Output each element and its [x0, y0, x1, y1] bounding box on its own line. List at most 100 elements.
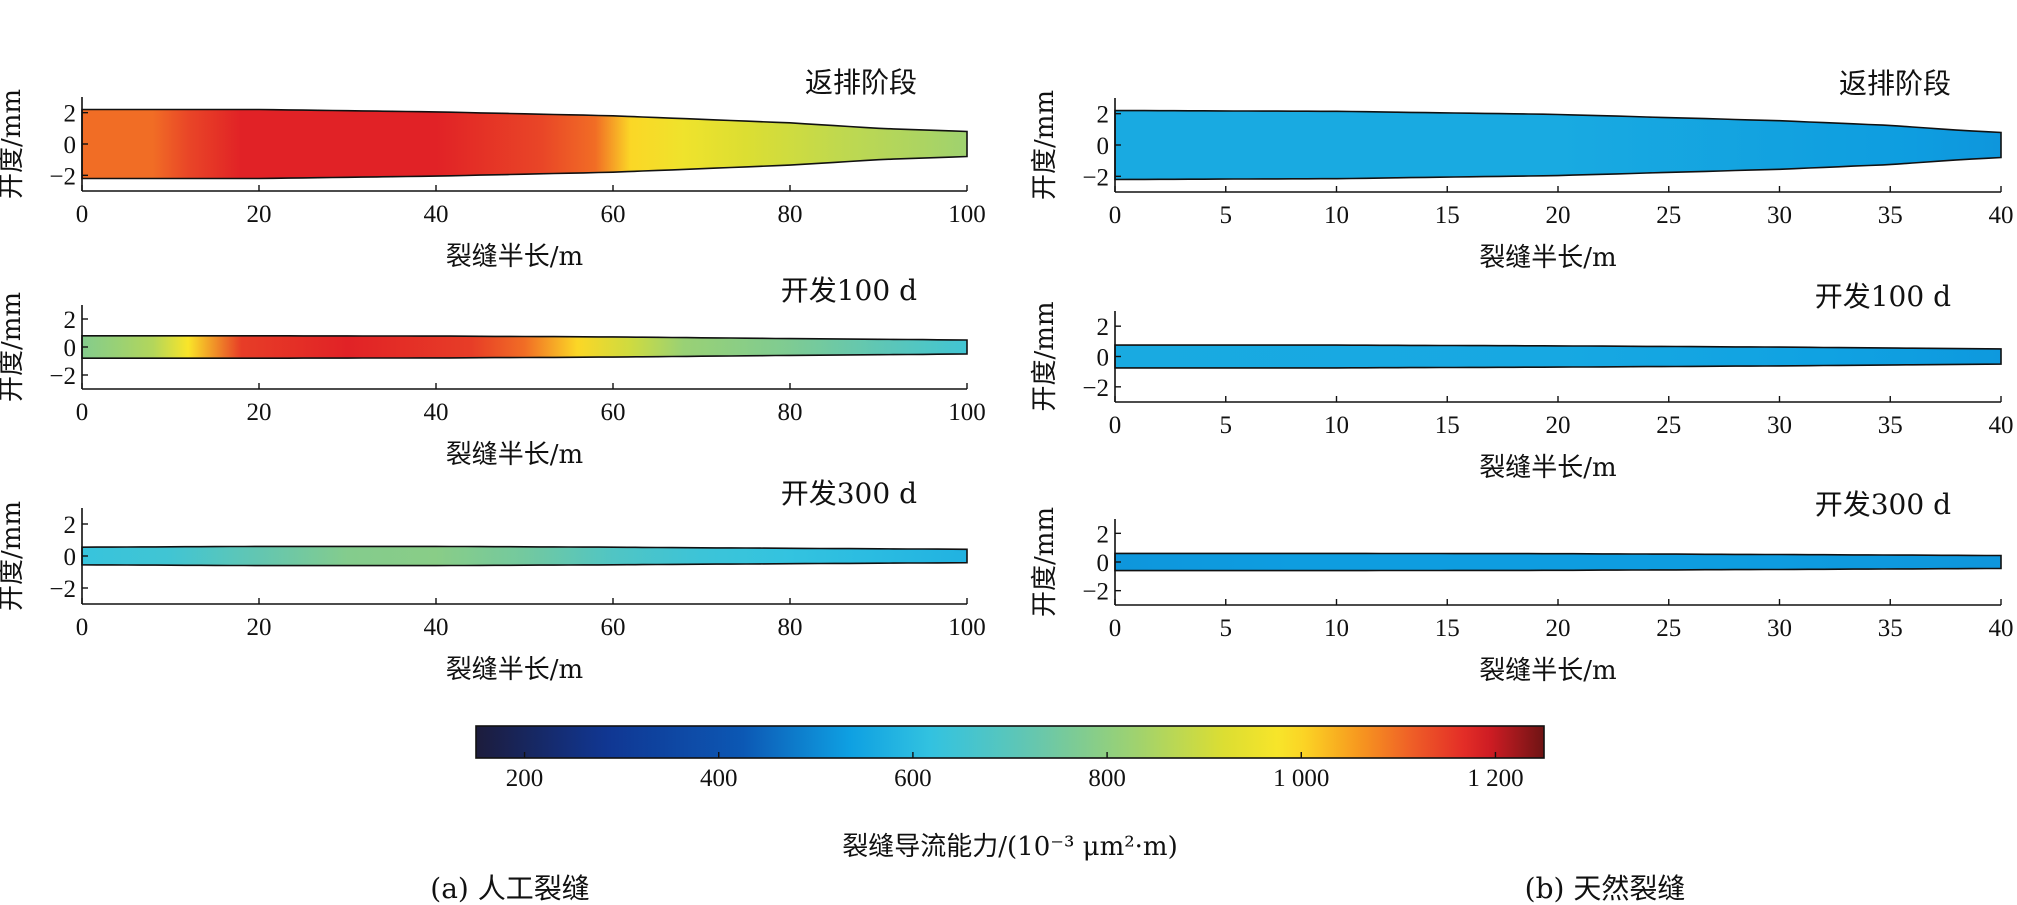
fracture-shape	[81, 108, 968, 180]
colorbar-tick-label: 400	[700, 765, 738, 792]
y-axis-label: 开度/mm	[1030, 301, 1060, 411]
x-tick-label: 0	[1109, 615, 1122, 642]
x-tick-label: 35	[1878, 202, 1903, 229]
colorbar-gradient	[475, 725, 1545, 759]
y-tick-label: 2	[1097, 521, 1110, 548]
x-tick-label: 100	[948, 614, 986, 641]
x-tick-label: 60	[601, 201, 626, 228]
y-tick-label: 2	[64, 512, 77, 539]
x-axis-label: 裂缝半长/m	[1479, 243, 1616, 273]
x-tick-label: 25	[1656, 615, 1681, 642]
x-tick-label: 40	[1989, 615, 2014, 642]
x-tick-label: 30	[1767, 412, 1792, 439]
x-tick-label: 10	[1324, 412, 1349, 439]
subplot-title: 返排阶段	[805, 66, 917, 99]
x-tick-label: 60	[601, 399, 626, 426]
x-tick-label: 5	[1220, 615, 1233, 642]
x-tick-label: 25	[1656, 202, 1681, 229]
x-tick-label: 40	[424, 399, 449, 426]
y-axis-label: 开度/mm	[1030, 90, 1060, 200]
colorbar-label: 裂缝导流能力/(10⁻³ μm²·m)	[842, 832, 1177, 862]
x-tick-label: 10	[1324, 615, 1349, 642]
x-tick-label: 100	[948, 399, 986, 426]
x-axis-label: 裂缝半长/m	[446, 242, 583, 272]
caption-a: (a) 人工裂缝	[430, 872, 589, 905]
y-tick-label: −2	[49, 363, 76, 390]
x-tick-label: 15	[1435, 412, 1460, 439]
x-tick-label: 60	[601, 614, 626, 641]
x-tick-label: 10	[1324, 202, 1349, 229]
y-tick-label: 0	[64, 132, 77, 159]
x-axis-label: 裂缝半长/m	[446, 655, 583, 685]
y-tick-label: 0	[1097, 345, 1110, 372]
colorbar-tick-label: 800	[1088, 765, 1126, 792]
x-tick-label: 35	[1878, 615, 1903, 642]
x-tick-label: 25	[1656, 412, 1681, 439]
fracture-shape	[1114, 344, 2002, 369]
y-tick-label: 2	[64, 101, 77, 128]
y-axis-label: 开度/mm	[1030, 507, 1060, 617]
x-tick-label: 20	[1546, 615, 1571, 642]
x-tick-label: 40	[1989, 202, 2014, 229]
x-tick-label: 80	[778, 614, 803, 641]
y-axis-label: 开度/mm	[0, 292, 27, 402]
x-tick-label: 80	[778, 399, 803, 426]
x-tick-label: 20	[1546, 412, 1571, 439]
x-tick-label: 35	[1878, 412, 1903, 439]
x-tick-label: 5	[1220, 202, 1233, 229]
x-tick-label: 30	[1767, 615, 1792, 642]
y-tick-label: 0	[64, 335, 77, 362]
x-tick-label: 0	[76, 399, 89, 426]
x-tick-label: 40	[424, 614, 449, 641]
y-tick-label: −2	[1082, 375, 1109, 402]
x-tick-label: 15	[1435, 202, 1460, 229]
subplot-title: 开发100 d	[781, 274, 917, 307]
y-tick-label: −2	[1082, 579, 1109, 606]
subplot-title: 返排阶段	[1839, 67, 1951, 100]
subplot-title: 开发300 d	[781, 477, 917, 510]
y-tick-label: 0	[1097, 550, 1110, 577]
x-tick-label: 20	[1546, 202, 1571, 229]
fracture-shape	[81, 334, 968, 360]
colorbar-tick-label: 1 000	[1273, 765, 1329, 792]
x-tick-label: 100	[948, 201, 986, 228]
x-tick-label: 30	[1767, 202, 1792, 229]
y-tick-label: 2	[64, 307, 77, 334]
colorbar-tick-label: 1 200	[1467, 765, 1523, 792]
x-tick-label: 0	[1109, 202, 1122, 229]
x-tick-label: 0	[76, 201, 89, 228]
y-tick-label: 2	[1097, 314, 1110, 341]
colorbar-tick-label: 600	[894, 765, 932, 792]
colorbar-tick-label: 200	[506, 765, 544, 792]
y-axis-label: 开度/mm	[0, 89, 27, 199]
x-axis-label: 裂缝半长/m	[446, 440, 583, 470]
x-tick-label: 15	[1435, 615, 1460, 642]
y-tick-label: 0	[1097, 133, 1110, 160]
x-tick-label: 80	[778, 201, 803, 228]
subplot-title: 开发300 d	[1815, 488, 1951, 521]
caption-b: (b) 天然裂缝	[1525, 872, 1686, 905]
y-tick-label: 2	[1097, 102, 1110, 129]
x-tick-label: 40	[1989, 412, 2014, 439]
y-tick-label: −2	[1082, 164, 1109, 191]
x-tick-label: 5	[1220, 412, 1233, 439]
fracture-shape	[81, 545, 968, 567]
x-tick-label: 20	[247, 201, 272, 228]
x-tick-label: 0	[76, 614, 89, 641]
x-axis-label: 裂缝半长/m	[1479, 656, 1616, 686]
x-tick-label: 20	[247, 614, 272, 641]
fracture-shape	[1114, 109, 2002, 181]
subplot-title: 开发100 d	[1815, 280, 1951, 313]
y-tick-label: 0	[64, 544, 77, 571]
y-tick-label: −2	[49, 163, 76, 190]
x-axis-label: 裂缝半长/m	[1479, 453, 1616, 483]
colorbar: 200 400 600 800 1 000 1 200 裂缝导流能力/(10⁻³ μm²·m…	[475, 725, 1545, 862]
fracture-shape	[1114, 552, 2002, 572]
